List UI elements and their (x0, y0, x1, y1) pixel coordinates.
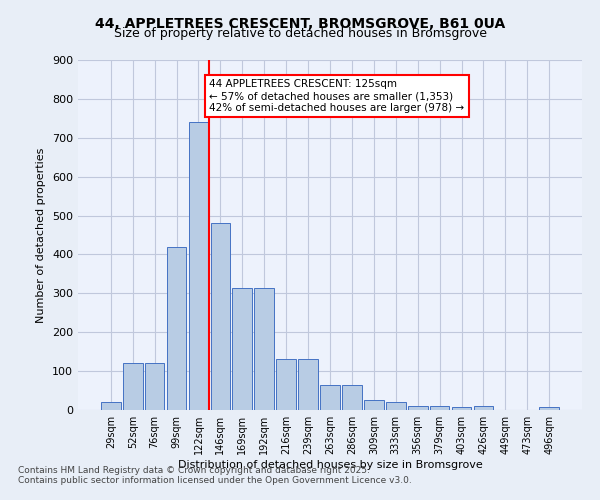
Text: Contains HM Land Registry data © Crown copyright and database right 2025.
Contai: Contains HM Land Registry data © Crown c… (18, 466, 412, 485)
Bar (473, 406, 493, 410)
Bar (364, 400, 384, 410)
Bar (101, 402, 121, 410)
Text: 44 APPLETREES CRESCENT: 125sqm
← 57% of detached houses are smaller (1,353)
42% : 44 APPLETREES CRESCENT: 125sqm ← 57% of … (209, 80, 464, 112)
Y-axis label: Number of detached properties: Number of detached properties (37, 148, 46, 322)
Bar (167, 246, 187, 410)
Bar (145, 364, 164, 410)
Bar (342, 384, 362, 410)
X-axis label: Distribution of detached houses by size in Bromsgrove: Distribution of detached houses by size … (178, 460, 482, 470)
Bar (539, 407, 559, 410)
Bar (188, 122, 208, 410)
Bar (430, 406, 449, 410)
Text: 44, APPLETREES CRESCENT, BROMSGROVE, B61 0UA: 44, APPLETREES CRESCENT, BROMSGROVE, B61… (95, 18, 505, 32)
Bar (408, 406, 428, 410)
Bar (320, 384, 340, 410)
Bar (298, 360, 318, 410)
Bar (452, 407, 472, 410)
Text: Size of property relative to detached houses in Bromsgrove: Size of property relative to detached ho… (113, 28, 487, 40)
Bar (254, 288, 274, 410)
Bar (211, 224, 230, 410)
Bar (123, 364, 143, 410)
Bar (386, 402, 406, 410)
Bar (276, 360, 296, 410)
Bar (232, 288, 252, 410)
